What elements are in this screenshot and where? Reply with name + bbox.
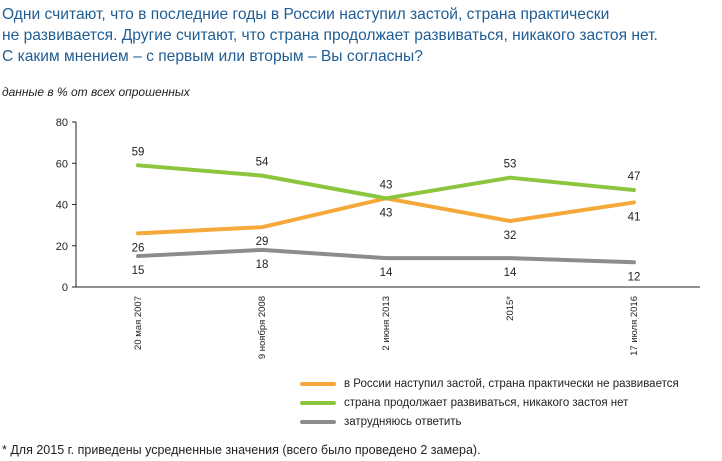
chart-subtitle: данные в % от всех опрошенных <box>2 85 190 99</box>
x-tick-label-2: 2 июня 2013 <box>381 296 392 351</box>
y-tick-label-20: 20 <box>56 241 68 253</box>
y-tick-label-0: 0 <box>62 282 68 294</box>
data-label-stagnation-3: 32 <box>504 230 517 242</box>
data-label-developing-3: 53 <box>504 159 517 171</box>
legend-item-developing: страна продолжает развиваться, никакого … <box>300 393 679 412</box>
data-label-undecided-0: 15 <box>132 265 145 277</box>
y-tick-label-60: 60 <box>56 158 68 170</box>
legend: в России наступил застой, страна практич… <box>300 374 679 431</box>
series-line-undecided <box>136 247 636 265</box>
data-label-undecided-1: 18 <box>256 259 269 271</box>
x-tick-label-0: 20 мая 2007 <box>133 296 144 350</box>
data-label-developing-1: 54 <box>256 157 269 169</box>
title-line-1: Одни считают, что в последние годы в Рос… <box>2 6 610 23</box>
legend-label-developing: страна продолжает развиваться, никакого … <box>344 396 629 409</box>
y-tick-label-40: 40 <box>56 200 68 212</box>
y-tick-label-80: 80 <box>56 117 68 129</box>
data-label-undecided-3: 14 <box>504 267 517 279</box>
data-label-undecided-4: 12 <box>628 271 641 283</box>
data-label-stagnation-1: 29 <box>256 236 269 248</box>
data-label-developing-2: 43 <box>380 179 393 191</box>
chart-title: Одни считают, что в последние годы в Рос… <box>2 4 720 67</box>
legend-label-stagnation: в России наступил застой, страна практич… <box>344 377 679 390</box>
legend-label-undecided: затрудняюсь ответить <box>344 415 462 428</box>
x-tick-label-3: 2015* <box>505 296 516 321</box>
legend-swatch-undecided <box>300 419 336 424</box>
title-line-3: С каким мнением – с первым или вторым – … <box>2 48 423 65</box>
x-tick-label-1: 9 ноября 2008 <box>257 296 268 359</box>
legend-swatch-developing <box>300 400 336 405</box>
legend-swatch-stagnation <box>300 381 336 386</box>
data-label-undecided-2: 14 <box>380 267 393 279</box>
data-label-developing-0: 59 <box>132 146 145 158</box>
footnote: * Для 2015 г. приведены усредненные знач… <box>2 443 481 457</box>
data-label-stagnation-0: 26 <box>132 242 145 254</box>
legend-item-stagnation: в России наступил застой, страна практич… <box>300 374 679 393</box>
data-label-stagnation-2: 43 <box>380 207 393 219</box>
data-label-developing-4: 47 <box>628 171 641 183</box>
legend-item-undecided: затрудняюсь ответить <box>300 412 679 431</box>
data-label-stagnation-4: 41 <box>628 211 641 223</box>
series-line-developing <box>136 163 636 201</box>
title-line-2: не развивается. Другие считают, что стра… <box>2 27 658 44</box>
x-tick-label-4: 17 июля 2016 <box>629 296 640 356</box>
